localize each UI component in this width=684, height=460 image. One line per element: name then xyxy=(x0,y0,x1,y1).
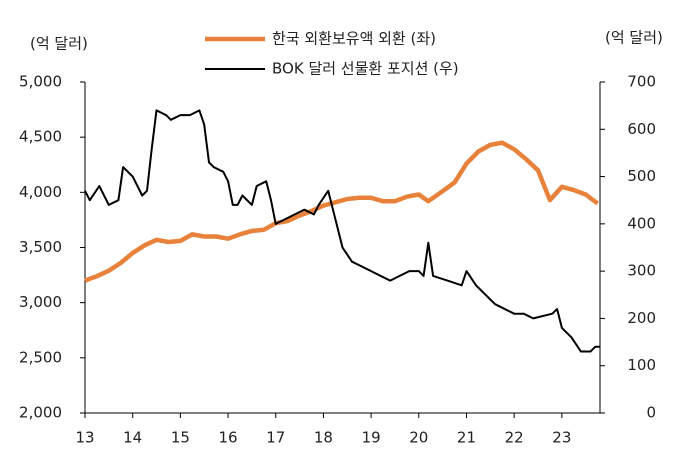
y2-tick-label: 100 xyxy=(627,356,656,374)
y2-tick-label: 500 xyxy=(627,167,656,185)
x-tick-label: 13 xyxy=(75,429,94,447)
x-tick-label: 22 xyxy=(505,429,524,447)
x-tick-label: 14 xyxy=(123,429,142,447)
series-line xyxy=(84,109,600,353)
x-tick-label: 16 xyxy=(219,429,238,447)
y-tick-label: 4,000 xyxy=(19,183,62,201)
y2-tick-label: 600 xyxy=(627,120,656,138)
y2-tick-label: 300 xyxy=(627,262,656,280)
x-tick-label: 20 xyxy=(409,429,428,447)
x-tick-label: 21 xyxy=(457,429,476,447)
series-line xyxy=(84,140,599,283)
y2-tick-label: 700 xyxy=(627,73,656,91)
y-tick-label: 3,500 xyxy=(19,238,62,256)
legend-label: BOK 달러 선물환 포지션 (우) xyxy=(272,60,459,78)
x-tick-label: 17 xyxy=(266,429,285,447)
legend-label: 한국 외환보유액 외환 (좌) xyxy=(272,30,436,48)
y-tick-label: 2,000 xyxy=(19,404,62,422)
y-axis-label: (억 달러) xyxy=(30,35,88,53)
y2-tick-label: 200 xyxy=(627,309,656,327)
y2-axis-label: (억 달러) xyxy=(605,29,663,47)
x-tick-label: 15 xyxy=(171,429,190,447)
y-tick-label: 3,000 xyxy=(19,293,62,311)
x-tick-label: 18 xyxy=(314,429,333,447)
x-tick-label: 19 xyxy=(362,429,381,447)
y2-tick-label: 0 xyxy=(646,404,656,422)
y-tick-label: 4,500 xyxy=(19,128,62,146)
x-tick-label: 23 xyxy=(552,429,571,447)
y-tick-label: 5,000 xyxy=(19,73,62,91)
y-tick-label: 2,500 xyxy=(19,348,62,366)
y2-tick-label: 400 xyxy=(627,214,656,232)
